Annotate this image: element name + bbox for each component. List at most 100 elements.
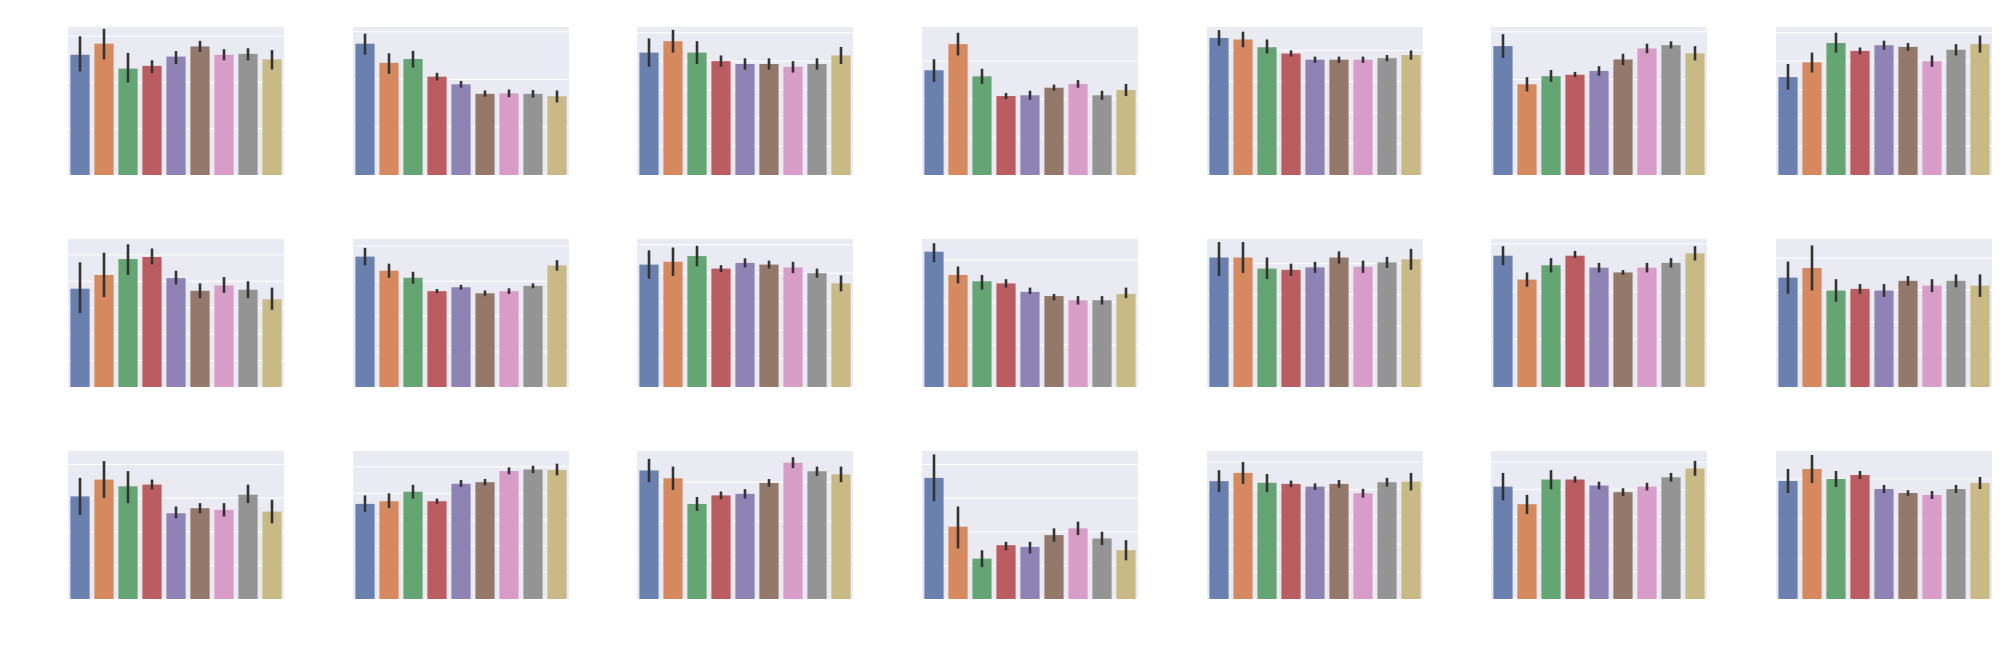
bar-2017 bbox=[1637, 486, 1657, 599]
bar-2017 bbox=[499, 93, 519, 175]
bar-2013 bbox=[1257, 47, 1277, 175]
bar-2015 bbox=[1020, 546, 1040, 599]
bar-2018 bbox=[1092, 95, 1112, 175]
bar-2011 bbox=[70, 496, 90, 599]
bar-2019 bbox=[1970, 483, 1990, 599]
chart-masculine: 0.0000.0010.0020.0030.004201120122013201… bbox=[353, 239, 569, 387]
bar-2014 bbox=[142, 256, 162, 387]
bar-2018 bbox=[1946, 280, 1966, 387]
bar-2017 bbox=[1922, 61, 1942, 175]
bar-2014 bbox=[996, 283, 1016, 387]
bar-2012 bbox=[1233, 257, 1253, 387]
chart-hate: 0.0000.0010.0020.00320112012201320142015… bbox=[1776, 451, 1992, 599]
chart-family: 0.0000.0010.0020.00320112012201320142015… bbox=[922, 27, 1138, 175]
bar-2018 bbox=[523, 93, 543, 175]
bar-2012 bbox=[1517, 504, 1537, 599]
bar-2014 bbox=[1850, 475, 1870, 599]
bar-2019 bbox=[262, 59, 282, 175]
bar-2019 bbox=[1401, 259, 1421, 387]
bar-2012 bbox=[663, 261, 683, 387]
chart-negative-emotion: 0.0000.0020.0040.0060.008201120122013201… bbox=[1207, 27, 1423, 175]
bar-2013 bbox=[403, 491, 423, 599]
bar-2018 bbox=[1092, 300, 1112, 387]
chart-terrorism: 0.00000.00020.00040.00060.00082011201220… bbox=[922, 451, 1138, 599]
bar-2017 bbox=[1637, 267, 1657, 387]
bar-2017 bbox=[1068, 300, 1088, 387]
bar-2017 bbox=[783, 462, 803, 599]
bar-2014 bbox=[1565, 74, 1585, 175]
bar-2012 bbox=[94, 274, 114, 387]
chart-positive-emotion: 0.0000.0010.0020.0030.0040.0052011201220… bbox=[637, 27, 853, 175]
bar-2014 bbox=[427, 291, 447, 387]
bar-2013 bbox=[118, 68, 138, 175]
bar-2015 bbox=[1874, 290, 1894, 387]
bar-2015 bbox=[166, 278, 186, 387]
bar-2018 bbox=[807, 471, 827, 599]
bar-2011 bbox=[70, 54, 90, 175]
bar-2011 bbox=[1209, 257, 1229, 387]
bar-2017 bbox=[783, 66, 803, 175]
bar-2016 bbox=[1613, 492, 1633, 599]
bar-2016 bbox=[1613, 272, 1633, 387]
bar-2014 bbox=[1281, 483, 1301, 599]
bar-2015 bbox=[1589, 267, 1609, 387]
bar-2012 bbox=[948, 274, 968, 387]
bar-2017 bbox=[1068, 83, 1088, 175]
bar-2013 bbox=[687, 52, 707, 175]
bar-2014 bbox=[711, 61, 731, 175]
bar-2019 bbox=[1116, 293, 1136, 387]
bar-2016 bbox=[475, 293, 495, 387]
bar-2019 bbox=[831, 474, 851, 599]
bar-2018 bbox=[1377, 262, 1397, 387]
bar-2012 bbox=[1802, 62, 1822, 175]
bar-2012 bbox=[379, 501, 399, 599]
bar-2018 bbox=[1377, 58, 1397, 175]
bar-2015 bbox=[1305, 267, 1325, 387]
bar-2013 bbox=[1826, 479, 1846, 599]
bar-2014 bbox=[427, 76, 447, 175]
bar-2017 bbox=[1922, 285, 1942, 387]
bar-2012 bbox=[94, 43, 114, 175]
bar-2012 bbox=[948, 526, 968, 599]
bar-2012 bbox=[948, 44, 968, 175]
bar-2019 bbox=[831, 283, 851, 387]
bar-2015 bbox=[1874, 45, 1894, 175]
bar-2019 bbox=[1401, 55, 1421, 175]
bar-2015 bbox=[735, 64, 755, 175]
bar-2015 bbox=[166, 56, 186, 175]
bar-2012 bbox=[379, 270, 399, 387]
bar-2011 bbox=[1778, 481, 1798, 599]
bar-2014 bbox=[1281, 269, 1301, 387]
chart-shame: 0.00000.00050.00100.00150.00200.00252011… bbox=[1207, 451, 1423, 599]
bar-2011 bbox=[639, 470, 659, 599]
bar-2019 bbox=[1970, 44, 1990, 175]
bar-2012 bbox=[1517, 84, 1537, 175]
bar-2019 bbox=[262, 511, 282, 599]
bar-2016 bbox=[190, 290, 210, 387]
bar-2011 bbox=[639, 52, 659, 175]
bar-2017 bbox=[499, 291, 519, 387]
bar-2014 bbox=[1565, 479, 1585, 599]
bar-2014 bbox=[996, 545, 1016, 599]
bar-2011 bbox=[1493, 486, 1513, 599]
bar-2015 bbox=[166, 513, 186, 599]
bar-2015 bbox=[1305, 59, 1325, 175]
bar-2016 bbox=[1898, 493, 1918, 599]
bar-2017 bbox=[1637, 48, 1657, 175]
bar-2019 bbox=[1116, 89, 1136, 175]
chart-work: 0.00000.00050.00100.00150.00200.00252011… bbox=[353, 451, 569, 599]
bar-2019 bbox=[1685, 468, 1705, 599]
bar-2015 bbox=[451, 483, 471, 599]
bar-2011 bbox=[1209, 481, 1229, 599]
bar-2015 bbox=[735, 262, 755, 387]
bar-2011 bbox=[924, 477, 944, 599]
bar-2018 bbox=[523, 285, 543, 387]
bar-2017 bbox=[214, 54, 234, 175]
bar-2017 bbox=[783, 267, 803, 387]
bar-2013 bbox=[118, 259, 138, 387]
bar-2016 bbox=[759, 482, 779, 599]
bar-2016 bbox=[759, 264, 779, 387]
chart-politics: 0.00000.00050.00100.00152011201220132014… bbox=[637, 451, 853, 599]
chart-envy: 0.00000.00020.00040.00060.00082011201220… bbox=[68, 451, 284, 599]
